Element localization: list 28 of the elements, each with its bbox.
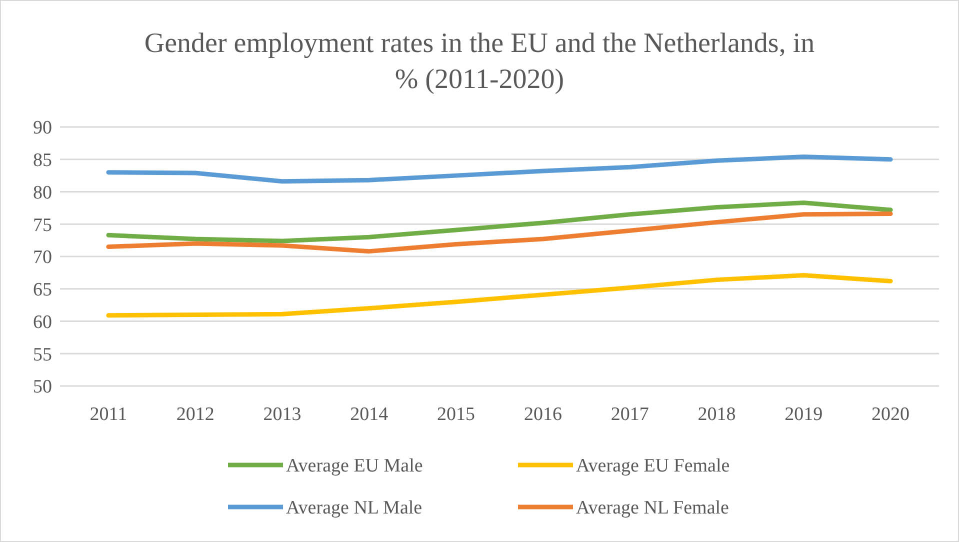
legend-label: Average EU Female — [576, 456, 730, 477]
x-tick-label: 2020 — [872, 404, 910, 425]
line-series — [106, 154, 893, 184]
y-tick-label: 65 — [33, 280, 52, 301]
x-tick-label: 2017 — [610, 404, 649, 425]
y-tick-label: 75 — [33, 214, 52, 236]
line-series — [106, 273, 893, 318]
y-tick-label: 90 — [33, 118, 52, 139]
y-tick-label: 80 — [33, 182, 52, 204]
x-tick-label: 2016 — [524, 404, 562, 425]
x-tick-label: 2012 — [176, 404, 214, 425]
line-series — [106, 200, 893, 244]
x-tick-label: 2019 — [784, 404, 823, 425]
x-tick-label: 2013 — [263, 404, 302, 425]
chart-title: Gender employment rates in the EU and the Netherlands, in % (2011-2020) — [144, 28, 815, 95]
y-tick-label: 50 — [33, 376, 52, 398]
y-tick-label: 55 — [33, 344, 52, 366]
y-tick-label: 60 — [33, 312, 52, 333]
legend-label: Average NL Female — [576, 498, 729, 519]
line-series — [106, 212, 893, 254]
legend-label: Average EU Male — [286, 456, 423, 477]
x-tick-label: 2015 — [437, 404, 476, 425]
y-tick-label: 70 — [33, 247, 52, 268]
x-tick-label: 2014 — [350, 404, 389, 425]
x-tick-label: 2011 — [90, 404, 128, 425]
legend-label: Average NL Male — [286, 498, 422, 519]
x-tick-label: 2018 — [698, 404, 736, 425]
y-tick-label: 85 — [33, 150, 52, 172]
